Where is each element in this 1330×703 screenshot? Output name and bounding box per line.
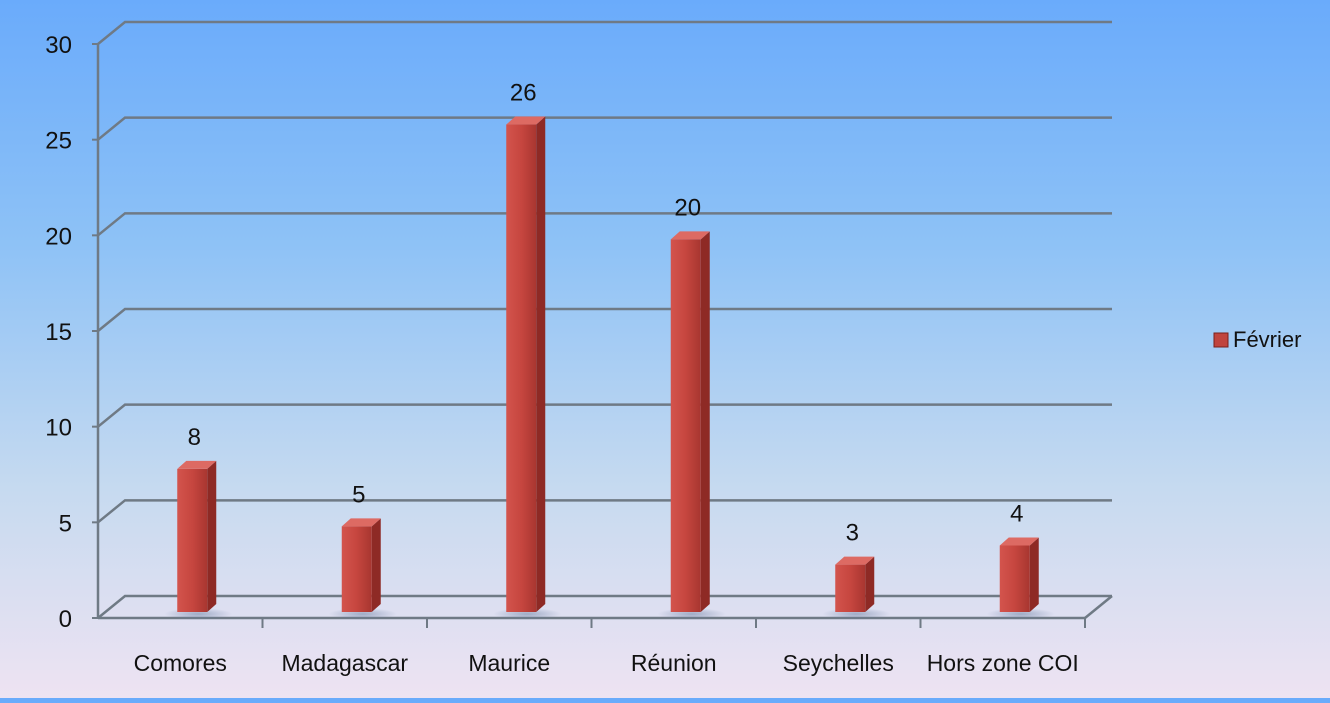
y-tick-label: 20 bbox=[45, 223, 72, 250]
x-category-label: Comores bbox=[134, 650, 227, 676]
gridlines bbox=[97, 20, 1112, 619]
y-tick-label: 30 bbox=[45, 32, 72, 59]
gridline bbox=[97, 212, 1112, 237]
bar bbox=[506, 116, 546, 613]
bar-side bbox=[1029, 537, 1039, 612]
bar-side bbox=[371, 518, 381, 612]
x-category-label: Hors zone COI bbox=[927, 650, 1079, 676]
bar bbox=[670, 231, 710, 613]
bar-top bbox=[835, 556, 875, 565]
bar-front bbox=[341, 526, 372, 612]
x-category-label: Maurice bbox=[468, 650, 550, 676]
y-tick-label: 25 bbox=[45, 128, 72, 155]
y-tick-label: 15 bbox=[45, 319, 72, 346]
legend-swatch bbox=[1213, 332, 1229, 348]
floor-edge bbox=[1084, 595, 1113, 619]
bar-front bbox=[835, 564, 866, 612]
x-category-label: Madagascar bbox=[281, 650, 408, 676]
bar-side bbox=[536, 116, 546, 613]
y-tick-label: 0 bbox=[59, 606, 72, 633]
gridline bbox=[97, 307, 1112, 332]
data-label: 20 bbox=[674, 194, 701, 221]
bar bbox=[999, 537, 1039, 612]
bar-top bbox=[670, 231, 710, 240]
gridline bbox=[97, 594, 1112, 619]
data-label: 5 bbox=[352, 481, 365, 508]
bar-top bbox=[341, 518, 381, 527]
bar-side bbox=[865, 556, 875, 612]
gridline bbox=[97, 403, 1112, 428]
x-category-label: Réunion bbox=[631, 650, 717, 676]
bar-top bbox=[999, 537, 1039, 546]
bar-front bbox=[506, 124, 537, 613]
bar-front bbox=[999, 545, 1030, 612]
data-label: 8 bbox=[188, 424, 201, 451]
bar bbox=[835, 556, 875, 612]
bar-top bbox=[506, 116, 546, 125]
labels: 0 5 10 15 20 25 30 8 Comores 5 Madagascar 26 Maurice… bbox=[45, 32, 1079, 676]
axes bbox=[92, 43, 1113, 628]
bar-front bbox=[177, 468, 208, 612]
y-tick-label: 5 bbox=[59, 510, 72, 537]
gridline bbox=[97, 20, 1112, 45]
y-tick-label: 10 bbox=[45, 415, 72, 442]
bar-side bbox=[700, 231, 710, 613]
data-label: 4 bbox=[1010, 500, 1023, 527]
legend-label: Février bbox=[1233, 327, 1301, 352]
x-category-label: Seychelles bbox=[783, 650, 894, 676]
data-label: 3 bbox=[846, 520, 859, 547]
gridline bbox=[97, 499, 1112, 524]
bar bbox=[177, 460, 217, 612]
bar-top bbox=[177, 460, 217, 469]
data-label: 26 bbox=[510, 80, 537, 107]
bar bbox=[341, 518, 381, 612]
bar-side bbox=[207, 460, 217, 612]
bar-front bbox=[670, 239, 701, 613]
bars bbox=[164, 116, 1055, 620]
legend: Février bbox=[1213, 327, 1301, 352]
gridline bbox=[97, 116, 1112, 141]
